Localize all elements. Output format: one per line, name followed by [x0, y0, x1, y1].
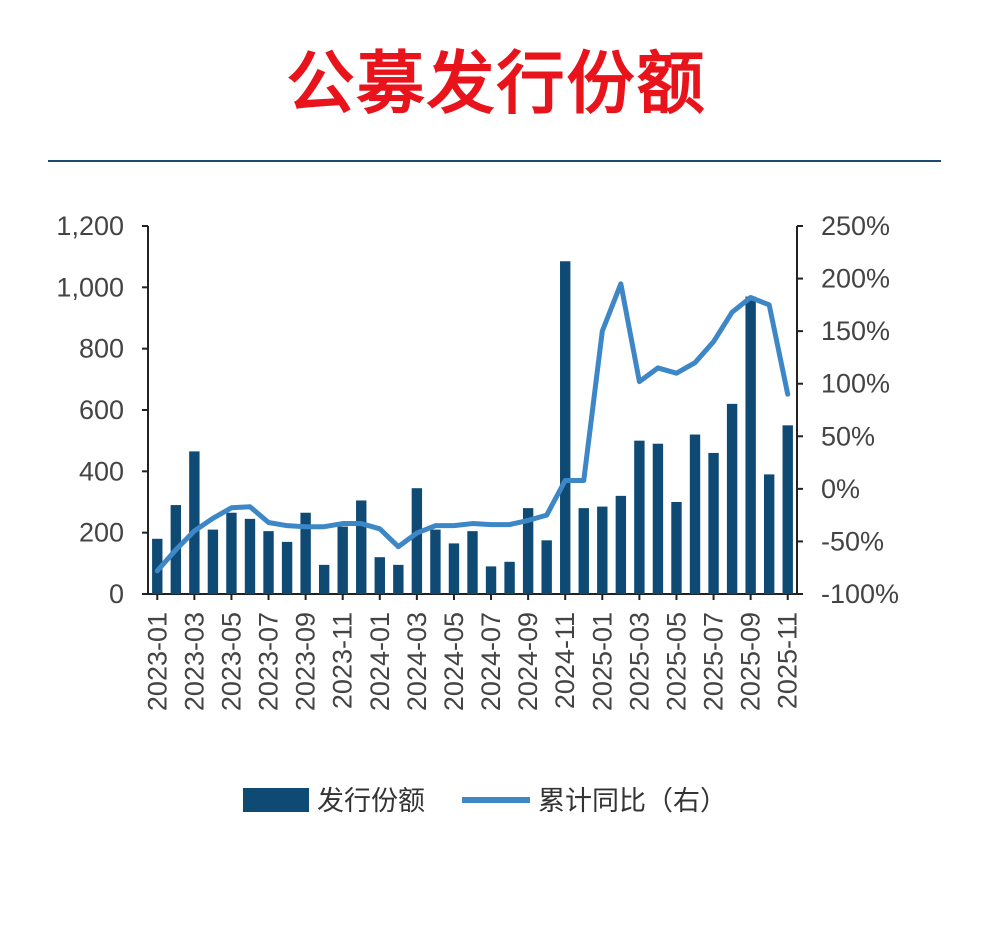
- right-y-tick-label: 100%: [821, 369, 890, 399]
- legend-label-yoy: 累计同比（右）: [538, 786, 727, 817]
- x-tick-label: 2025-09: [736, 612, 766, 711]
- bar: [430, 529, 441, 594]
- x-tick-label: 2023-01: [142, 612, 172, 711]
- x-tick-label: 2024-05: [439, 612, 469, 711]
- bar: [504, 561, 515, 594]
- bar: [634, 440, 645, 594]
- bar: [467, 531, 478, 594]
- left-y-tick-label: 800: [79, 334, 124, 364]
- bar: [207, 529, 219, 594]
- x-tick-label: 2024-07: [476, 612, 506, 711]
- bar: [689, 434, 701, 594]
- bar: [300, 512, 311, 594]
- bar: [152, 538, 163, 594]
- bar: [560, 261, 571, 594]
- page-title: 公募发行份额: [286, 45, 707, 124]
- right-y-tick-label: 50%: [821, 421, 875, 451]
- x-tick-label: 2023-03: [179, 612, 209, 711]
- x-axis-ticks: 2023-01 2023-03 2023-05 2023-07 2023-09 2023-…: [142, 594, 803, 711]
- bar: [782, 425, 793, 594]
- x-tick-label: 2023-09: [291, 612, 321, 711]
- x-tick-label: 2023-11: [328, 612, 358, 709]
- line-series: [154, 281, 791, 574]
- x-tick-label: 2024-01: [365, 612, 395, 711]
- bar: [356, 500, 367, 594]
- x-tick-label: 2025-07: [699, 612, 729, 711]
- bar: [263, 531, 274, 594]
- bar: [318, 564, 330, 594]
- bar: [244, 518, 256, 594]
- legend-label-issuance: 发行份额: [317, 786, 425, 817]
- bar: [485, 566, 497, 594]
- legend-bar-swatch: [243, 788, 309, 812]
- left-y-tick-label: 400: [79, 456, 124, 486]
- bar: [189, 451, 200, 594]
- x-tick-label: 2025-03: [624, 612, 654, 711]
- bar-series: [152, 261, 793, 594]
- bar: [281, 541, 293, 594]
- right-y-tick-label: 150%: [821, 316, 890, 346]
- bar: [708, 452, 719, 594]
- bar: [726, 403, 738, 594]
- right-y-tick-label: 200%: [821, 264, 890, 294]
- x-tick-label: 2024-09: [513, 612, 543, 711]
- left-y-tick-label: 0: [109, 579, 124, 609]
- right-y-tick-label: 250%: [821, 211, 890, 241]
- bar: [411, 488, 423, 594]
- title-divider: [48, 160, 941, 162]
- bar: [671, 502, 682, 594]
- x-tick-label: 2024-03: [402, 612, 432, 711]
- bar: [226, 512, 237, 594]
- bar: [615, 495, 627, 594]
- bar: [763, 474, 775, 594]
- x-tick-label: 2024-11: [550, 612, 580, 709]
- right-y-tick-label: -50%: [821, 526, 884, 556]
- right-y-tick-label: 0%: [821, 474, 860, 504]
- bar: [337, 526, 348, 594]
- bar: [448, 543, 460, 594]
- left-y-tick-label: 1,200: [56, 211, 124, 241]
- x-tick-label: 2023-07: [254, 612, 284, 711]
- right-y-tick-label: -100%: [821, 579, 899, 609]
- bar: [393, 564, 404, 594]
- bar: [374, 557, 385, 594]
- bar: [745, 296, 756, 594]
- bar: [541, 540, 552, 594]
- x-tick-label: 2023-05: [216, 612, 246, 711]
- right-y-axis-ticks: -100% -50% 0% 50% 100% 150% 200% 250%: [797, 211, 899, 609]
- bar: [597, 506, 608, 594]
- chart-legend: 发行份额 累计同比（右）: [243, 786, 727, 817]
- x-tick-label: 2025-05: [661, 612, 691, 711]
- x-tick-label: 2025-01: [587, 612, 617, 711]
- bar: [652, 443, 664, 594]
- x-tick-label: 2025-11: [773, 612, 803, 709]
- left-y-axis-ticks: 0 200 400 600 800 1,000 1,200: [56, 211, 148, 609]
- left-y-tick-label: 1,000: [56, 272, 124, 302]
- left-y-tick-label: 200: [79, 518, 124, 548]
- cumulative-yoy-line: [154, 281, 791, 574]
- left-y-tick-label: 600: [79, 395, 124, 425]
- bar: [522, 508, 534, 594]
- bar: [578, 508, 589, 594]
